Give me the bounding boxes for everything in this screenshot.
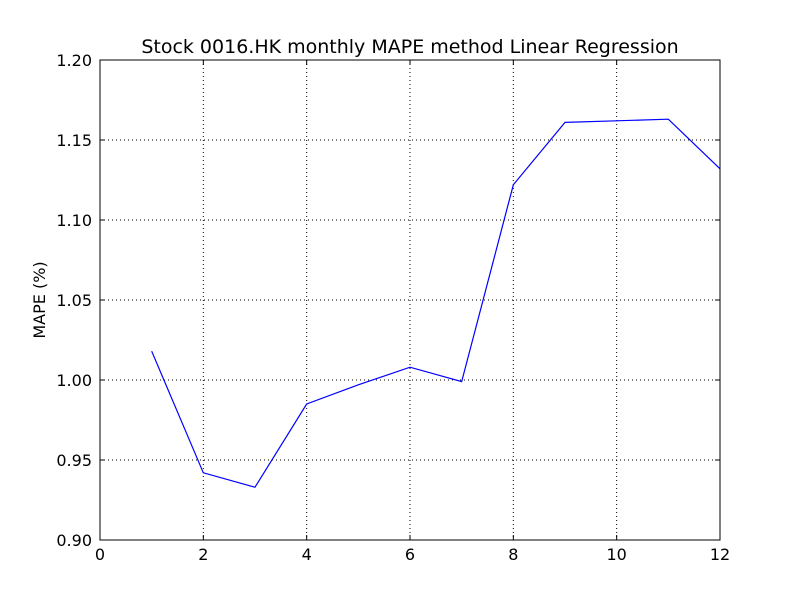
series-layer	[151, 118, 721, 488]
x-tick-label: 2	[198, 545, 208, 564]
series-line	[151, 118, 721, 488]
y-tick-label: 1.20	[56, 51, 92, 70]
y-tick-label: 0.90	[56, 531, 92, 550]
y-tick-label: 1.05	[56, 291, 92, 310]
y-axis-label: MAPE (%)	[30, 261, 49, 338]
x-tick-label: 8	[508, 545, 518, 564]
y-tick-label: 1.10	[56, 211, 92, 230]
x-tick-label: 12	[710, 545, 730, 564]
y-axis: 0.90 0.95 1.00 1.05 1.10 1.15 1.20	[56, 51, 720, 550]
x-tick-label: 6	[405, 545, 415, 564]
y-tick-label: 1.15	[56, 131, 92, 150]
x-tick-label: 10	[606, 545, 626, 564]
chart-title: Stock 0016.HK monthly MAPE method Linear…	[141, 36, 678, 58]
x-tick-label: 0	[95, 545, 105, 564]
y-tick-label: 1.00	[56, 371, 92, 390]
x-tick-label: 4	[302, 545, 312, 564]
y-tick-label: 0.95	[56, 451, 92, 470]
x-axis: 0 2 4 6 8 10 12	[95, 60, 730, 564]
